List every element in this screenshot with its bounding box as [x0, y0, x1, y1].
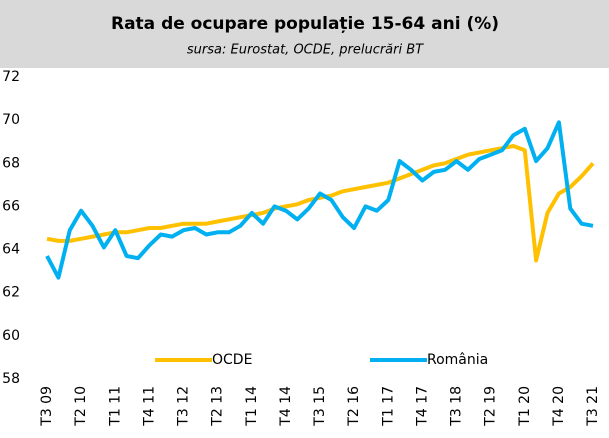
legend-label: OCDE — [212, 352, 252, 368]
y-tick-label: 62 — [2, 285, 20, 301]
x-tick-label: T4 11 — [141, 386, 157, 427]
x-tick-label: T3 21 — [585, 386, 601, 427]
x-tick-label: T2 19 — [483, 386, 499, 427]
x-tick-label: T2 10 — [73, 386, 89, 427]
y-tick-label: 64 — [2, 242, 20, 258]
x-tick-label: T4 20 — [551, 386, 567, 427]
y-tick-label: 66 — [2, 198, 20, 214]
x-tick-label: T1 14 — [244, 386, 260, 427]
x-tick-label: T1 11 — [107, 386, 123, 427]
y-tick-label: 58 — [2, 371, 20, 387]
x-tick-label: T3 15 — [312, 386, 328, 427]
chart-title: Rata de ocupare populație 15-64 ani (%) — [111, 14, 499, 34]
series-line — [45, 120, 594, 280]
x-tick-label: T1 17 — [380, 386, 396, 427]
title-box — [0, 0, 609, 68]
series-line — [46, 144, 595, 263]
x-tick-label: T3 09 — [39, 386, 55, 427]
x-tick-label: T2 13 — [210, 386, 226, 427]
y-tick-label: 60 — [2, 328, 20, 344]
legend-label: România — [427, 352, 488, 368]
x-tick-label: T3 12 — [176, 386, 192, 427]
chart-subtitle: sursa: Eurostat, OCDE, prelucrări BT — [187, 43, 424, 58]
x-tick-label: T4 14 — [278, 386, 294, 427]
y-tick-label: 68 — [2, 155, 20, 171]
x-tick-label: T2 16 — [346, 386, 362, 427]
x-tick-label: T4 17 — [414, 386, 430, 427]
x-tick-label: T1 20 — [517, 386, 533, 427]
y-tick-label: 72 — [2, 69, 20, 85]
x-tick-label: T3 18 — [449, 386, 465, 427]
y-tick-label: 70 — [2, 112, 20, 128]
